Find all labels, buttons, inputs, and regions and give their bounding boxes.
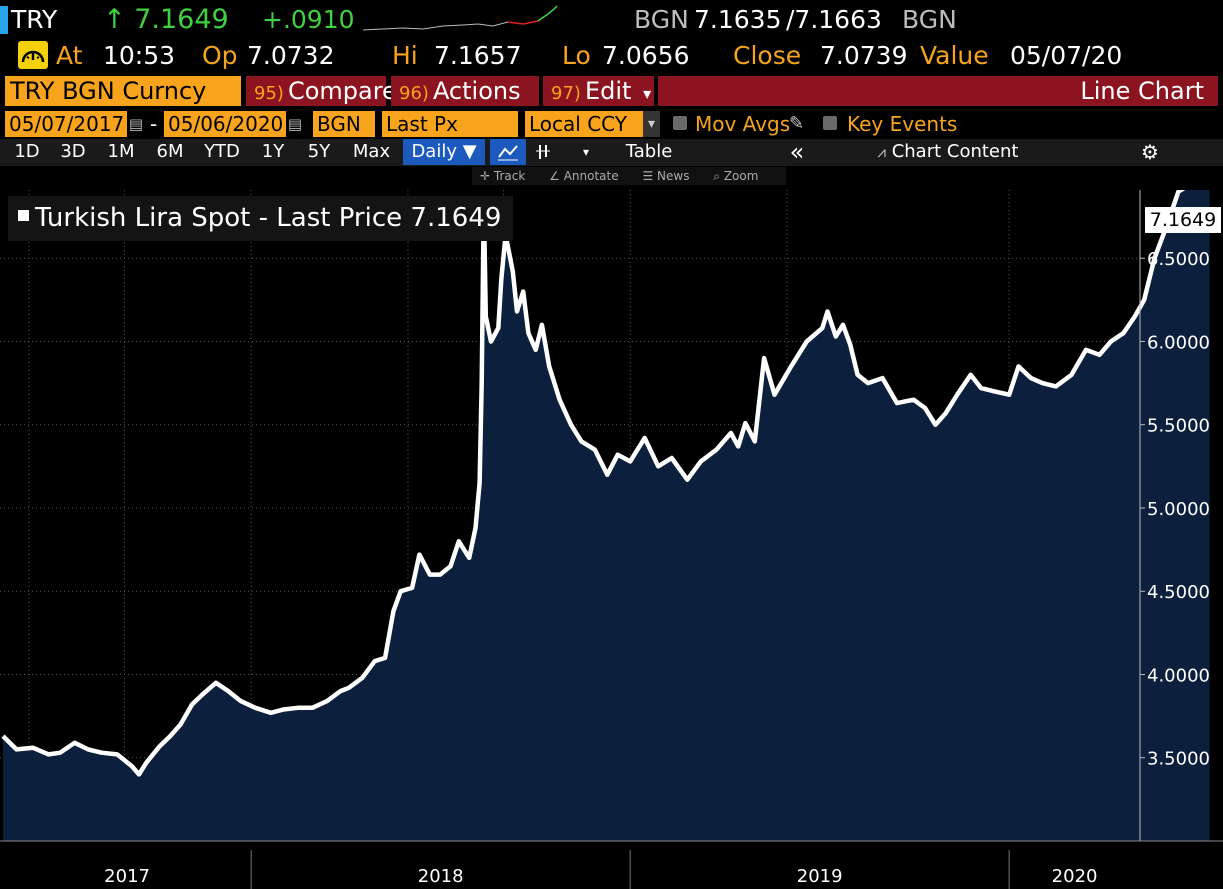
period-3d[interactable]: 3D xyxy=(51,139,95,165)
series-line xyxy=(1,190,1186,777)
intraday-sparkline xyxy=(363,5,558,31)
key-events-checkbox[interactable] xyxy=(823,116,837,130)
x-tick-label: 2017 xyxy=(104,866,150,887)
frequency-dropdown[interactable]: Daily ▼ xyxy=(403,139,485,165)
time-label: At xyxy=(56,41,83,70)
period-1m[interactable]: 1M xyxy=(97,139,145,165)
chart-content-label: Chart Content xyxy=(891,141,1019,162)
high-label: Hi xyxy=(392,41,418,70)
y-tick-label: 6.0000 xyxy=(1147,332,1210,353)
pencil-icon[interactable]: ✎ xyxy=(789,113,805,134)
y-tick-label: 5.0000 xyxy=(1147,499,1210,520)
price-change: +.0910 xyxy=(262,5,355,34)
news-tool[interactable]: ☰ News xyxy=(642,169,690,183)
chart-type-label: Line Chart xyxy=(1080,77,1204,105)
chart-style-dropdown[interactable]: ▾ xyxy=(568,139,604,165)
chart-legend: Turkish Lira Spot - Last Price 7.1649 xyxy=(8,196,514,241)
open-label: Op xyxy=(202,41,238,70)
period-ytd[interactable]: YTD xyxy=(195,139,249,165)
zoom-label: Zoom xyxy=(723,169,759,183)
open-value: 7.0732 xyxy=(247,41,335,70)
line-chart-icon[interactable] xyxy=(490,139,526,165)
key-events-label: Key Events xyxy=(847,112,958,136)
table-button[interactable]: Table xyxy=(606,139,692,165)
close-label: Close xyxy=(733,41,802,70)
price-chart[interactable]: 3.5000 4.0000 4.5000 5.0000 5.5000 6.0000 6.50… xyxy=(0,190,1223,889)
y-tick-label: 3.5000 xyxy=(1147,749,1210,770)
value-label: Value xyxy=(920,41,989,70)
period-1d[interactable]: 1D xyxy=(5,139,49,165)
ccy-mode-field[interactable]: Local CCY xyxy=(525,111,643,137)
y-tick-label: 4.0000 xyxy=(1147,665,1210,686)
zoom-tool[interactable]: ⌕ Zoom xyxy=(713,169,759,183)
y-tick-label: 6.5000 xyxy=(1147,249,1210,270)
start-date-field[interactable]: 05/07/2017 xyxy=(5,111,127,137)
last-price: ↑ 7.1649 xyxy=(103,4,229,35)
gear-icon[interactable]: ⚙ xyxy=(1128,139,1172,165)
actions-button[interactable]: 96)Actions ▾ xyxy=(391,76,539,136)
ticker-marker xyxy=(0,6,8,34)
collapse-icon[interactable]: « xyxy=(782,139,812,165)
compare-label: Compare xyxy=(287,77,397,105)
value-date: 05/07/20 xyxy=(1010,41,1123,70)
bid-price: 7.1635 xyxy=(694,5,782,34)
quote-currency-2: BGN xyxy=(902,5,957,34)
mov-avgs-checkbox[interactable] xyxy=(673,116,687,130)
last-price-label: 7.1649 xyxy=(1145,207,1221,233)
calendar-icon[interactable]: ▤ xyxy=(287,111,303,137)
x-tick-label: 2019 xyxy=(797,866,843,887)
close-value: 7.0739 xyxy=(820,41,908,70)
low-value: 7.0656 xyxy=(602,41,690,70)
quote-currency: BGN xyxy=(634,5,689,34)
speedometer-icon xyxy=(18,41,48,69)
annotate-tool[interactable]: ∠ Annotate xyxy=(549,169,619,183)
actions-label: Actions xyxy=(432,77,521,105)
series-area xyxy=(3,190,1210,841)
ask-price: /7.1663 xyxy=(786,5,882,34)
high-value: 7.1657 xyxy=(434,41,522,70)
legend-label: Turkish Lira Spot - Last Price 7.1649 xyxy=(35,203,502,233)
end-date-field[interactable]: 05/06/2020 xyxy=(164,111,286,137)
x-tick-label: 2020 xyxy=(1052,866,1098,887)
compare-num: 95) xyxy=(254,83,284,104)
news-label: News xyxy=(657,169,690,183)
edit-button[interactable]: 97) Edit ▾ xyxy=(543,76,654,106)
y-tick-label: 5.5000 xyxy=(1147,416,1210,437)
period-6m[interactable]: 6M xyxy=(147,139,193,165)
chart-content-icon: ⩘ xyxy=(877,143,886,161)
mov-avgs-label: Mov Avgs xyxy=(695,112,791,136)
calendar-icon[interactable]: ▤ xyxy=(128,111,144,137)
period-5y[interactable]: 5Y xyxy=(297,139,341,165)
y-tick-label: 4.5000 xyxy=(1147,582,1210,603)
annotate-label: Annotate xyxy=(563,169,619,183)
date-separator: - xyxy=(150,112,158,136)
chart-tools-bar: ✛ Track ∠ Annotate ☰ News ⌕ Zoom xyxy=(472,167,787,185)
track-tool[interactable]: ✛ Track xyxy=(480,169,526,183)
actions-num: 96) xyxy=(399,83,429,104)
security-field[interactable]: TRY BGN Curncy xyxy=(5,76,241,106)
ccy-mode-dropdown-icon[interactable]: ▾ xyxy=(643,111,660,137)
x-tick-label: 2018 xyxy=(418,866,464,887)
legend-swatch xyxy=(18,210,29,221)
edit-num: 97) xyxy=(551,83,581,104)
period-max[interactable]: Max xyxy=(343,139,400,165)
time-value: 10:53 xyxy=(103,41,176,70)
track-label: Track xyxy=(493,169,526,183)
bar-chart-icon[interactable] xyxy=(528,139,558,165)
chart-content-button[interactable]: ⩘ Chart Content xyxy=(816,139,1080,165)
low-label: Lo xyxy=(562,41,591,70)
edit-label: Edit xyxy=(584,77,632,105)
price-field[interactable]: Last Px xyxy=(382,111,518,137)
currency-field[interactable]: BGN xyxy=(313,111,375,137)
compare-button[interactable]: 95) Compare xyxy=(246,76,397,106)
chart-type-bar[interactable]: Line Chart xyxy=(658,76,1218,106)
edit-dropdown-icon: ▾ xyxy=(643,84,652,103)
ticker-symbol: TRY xyxy=(11,5,58,34)
period-1y[interactable]: 1Y xyxy=(251,139,295,165)
